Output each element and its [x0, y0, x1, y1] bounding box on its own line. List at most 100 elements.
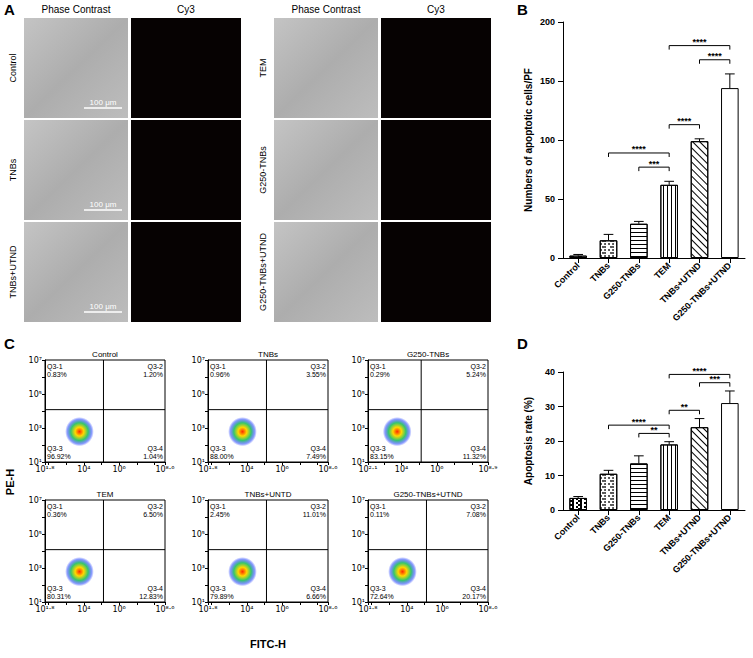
svg-text:A: A: [4, 1, 15, 18]
svg-text:11.32%: 11.32%: [463, 453, 486, 460]
svg-text:0.11%: 0.11%: [370, 511, 389, 518]
svg-text:TEM: TEM: [652, 512, 672, 532]
svg-text:6.66%: 6.66%: [306, 593, 326, 600]
svg-text:G250-TNBs+UTND: G250-TNBs+UTND: [671, 260, 734, 323]
svg-text:****: ****: [692, 37, 707, 47]
svg-text:96.92%: 96.92%: [47, 453, 71, 460]
svg-text:Q3-4: Q3-4: [310, 445, 326, 453]
svg-text:PE-H: PE-H: [4, 469, 16, 495]
svg-text:3.55%: 3.55%: [306, 371, 326, 378]
svg-text:**: **: [681, 402, 689, 412]
svg-text:Q3-4: Q3-4: [147, 585, 163, 593]
svg-text:Q3-2: Q3-2: [310, 503, 326, 511]
svg-text:10¹·⁸: 10¹·⁸: [198, 465, 217, 474]
svg-text:10⁵: 10⁵: [29, 530, 42, 539]
svg-text:10⁶: 10⁶: [275, 465, 288, 474]
svg-text:80.31%: 80.31%: [47, 593, 71, 600]
svg-text:200: 200: [540, 17, 555, 27]
svg-text:G250-TNBs+UTND: G250-TNBs+UTND: [393, 490, 462, 499]
svg-text:**: **: [650, 425, 658, 435]
svg-text:100 μm: 100 μm: [90, 98, 117, 107]
svg-text:10⁶: 10⁶: [435, 605, 448, 614]
svg-text:Q3-1: Q3-1: [370, 503, 386, 511]
svg-text:10⁶: 10⁶: [430, 465, 443, 474]
svg-text:Q3-3: Q3-3: [47, 445, 63, 453]
svg-text:10¹·⁸: 10¹·⁸: [35, 465, 54, 474]
svg-text:10⁸·⁹: 10⁸·⁹: [478, 465, 497, 474]
svg-text:Q3-4: Q3-4: [147, 445, 163, 453]
svg-text:Apoptosis rate (%): Apoptosis rate (%): [523, 397, 534, 485]
svg-text:****: ****: [677, 116, 692, 126]
svg-text:10⁷: 10⁷: [352, 496, 365, 505]
svg-text:50: 50: [545, 194, 555, 204]
svg-text:1.04%: 1.04%: [143, 453, 163, 460]
svg-text:****: ****: [692, 366, 707, 376]
svg-text:TNBs: TNBs: [258, 350, 278, 359]
svg-text:Phase Contrast: Phase Contrast: [292, 4, 361, 15]
svg-text:G250-TNBs: G250-TNBs: [601, 260, 642, 301]
svg-text:88.00%: 88.00%: [210, 453, 234, 460]
svg-text:10⁴: 10⁴: [400, 605, 413, 614]
svg-text:D: D: [517, 335, 528, 352]
svg-text:10¹·⁸: 10¹·⁸: [198, 605, 217, 614]
svg-text:10³: 10³: [29, 564, 42, 573]
svg-text:10⁵: 10⁵: [352, 530, 365, 539]
svg-text:Q3-1: Q3-1: [47, 503, 63, 511]
svg-text:G250-TNBs+UTND: G250-TNBs+UTND: [671, 512, 734, 575]
svg-text:7.49%: 7.49%: [306, 453, 326, 460]
svg-text:10⁷: 10⁷: [29, 496, 42, 505]
svg-text:TNBs+UTND: TNBs+UTND: [8, 245, 18, 298]
svg-text:10⁵: 10⁵: [352, 390, 365, 399]
svg-text:2.45%: 2.45%: [210, 511, 230, 518]
svg-text:100: 100: [540, 135, 555, 145]
svg-text:10⁷: 10⁷: [29, 356, 42, 365]
svg-text:Phase Contrast: Phase Contrast: [42, 4, 111, 15]
svg-text:12.83%: 12.83%: [139, 593, 163, 600]
svg-text:TNBs: TNBs: [588, 512, 612, 536]
svg-text:Q3-3: Q3-3: [47, 585, 63, 593]
svg-text:Q3-3: Q3-3: [370, 445, 386, 453]
svg-text:5.24%: 5.24%: [466, 371, 486, 378]
svg-text:Q3-1: Q3-1: [210, 363, 226, 371]
svg-text:TNBs+UNTD: TNBs+UNTD: [245, 490, 292, 499]
svg-text:10³: 10³: [352, 424, 365, 433]
svg-text:10⁴: 10⁴: [240, 605, 253, 614]
svg-text:Q3-2: Q3-2: [470, 363, 486, 371]
svg-text:10⁶: 10⁶: [112, 605, 125, 614]
svg-text:***: ***: [649, 159, 660, 169]
svg-text:10⁴: 10⁴: [77, 465, 90, 474]
svg-text:0.96%: 0.96%: [210, 371, 230, 378]
svg-text:Q3-3: Q3-3: [370, 585, 386, 593]
svg-text:G250-TNBs: G250-TNBs: [407, 350, 449, 359]
svg-text:***: ***: [709, 374, 720, 384]
svg-text:10³: 10³: [192, 564, 205, 573]
svg-text:10⁵: 10⁵: [192, 390, 205, 399]
svg-text:TNBs: TNBs: [588, 260, 612, 284]
svg-text:10⁴: 10⁴: [395, 465, 408, 474]
svg-text:10⁷: 10⁷: [352, 356, 365, 365]
svg-text:****: ****: [632, 417, 647, 427]
svg-text:20.17%: 20.17%: [462, 593, 486, 600]
svg-text:100 μm: 100 μm: [90, 200, 117, 209]
svg-text:10⁷: 10⁷: [192, 356, 205, 365]
svg-text:0.36%: 0.36%: [47, 511, 67, 518]
svg-text:10⁸·⁶: 10⁸·⁶: [318, 605, 337, 614]
svg-text:Q3-3: Q3-3: [210, 585, 226, 593]
svg-text:10⁶: 10⁶: [112, 465, 125, 474]
svg-text:10⁸·⁶: 10⁸·⁶: [155, 465, 174, 474]
svg-text:20: 20: [545, 436, 555, 446]
svg-text:10²·¹: 10²·¹: [358, 465, 377, 474]
svg-text:Control: Control: [552, 512, 582, 542]
svg-text:10¹·⁸: 10¹·⁸: [35, 605, 54, 614]
svg-text:30: 30: [545, 402, 555, 412]
svg-text:0: 0: [550, 505, 555, 515]
svg-text:G250-TNBs: G250-TNBs: [258, 146, 268, 194]
svg-text:83.15%: 83.15%: [370, 453, 394, 460]
svg-text:40: 40: [545, 367, 555, 377]
svg-text:10³: 10³: [192, 424, 205, 433]
svg-text:Q3-4: Q3-4: [310, 585, 326, 593]
svg-text:Q3-1: Q3-1: [47, 363, 63, 371]
svg-text:11.01%: 11.01%: [303, 511, 326, 518]
svg-text:Q3-1: Q3-1: [370, 363, 386, 371]
svg-text:10⁸·⁶: 10⁸·⁶: [478, 605, 497, 614]
